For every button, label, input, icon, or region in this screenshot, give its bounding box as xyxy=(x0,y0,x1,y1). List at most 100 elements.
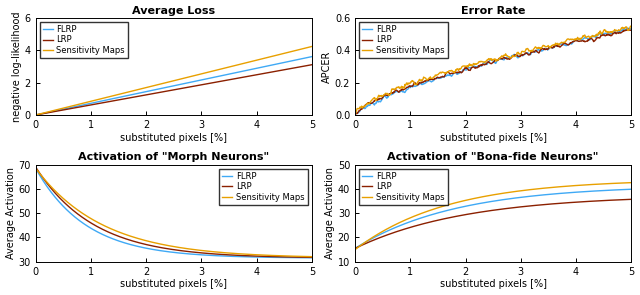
FLRP xyxy=(181,252,189,255)
X-axis label: substituted pixels [%]: substituted pixels [%] xyxy=(120,133,227,143)
Line: FLRP: FLRP xyxy=(355,189,631,248)
FLRP xyxy=(516,196,524,199)
FLRP xyxy=(351,112,359,116)
Sensitivity Maps xyxy=(301,255,309,258)
FLRP xyxy=(164,85,172,89)
Sensitivity Maps xyxy=(500,54,508,57)
Y-axis label: APCER: APCER xyxy=(322,50,332,83)
FLRP xyxy=(301,56,309,60)
Sensitivity Maps xyxy=(627,24,635,28)
Sensitivity Maps xyxy=(351,248,359,251)
Sensitivity Maps xyxy=(196,249,204,252)
Legend: FLRP, LRP, Sensitivity Maps: FLRP, LRP, Sensitivity Maps xyxy=(359,169,448,205)
LRP xyxy=(301,64,309,68)
FLRP xyxy=(578,190,586,194)
Y-axis label: negative log-likelihood: negative log-likelihood xyxy=(12,11,22,122)
LRP xyxy=(32,113,40,117)
FLRP xyxy=(578,38,586,42)
FLRP xyxy=(627,187,635,191)
LRP xyxy=(516,205,524,209)
FLRP xyxy=(484,61,492,65)
LRP xyxy=(627,198,635,201)
Sensitivity Maps xyxy=(484,194,492,198)
Sensitivity Maps xyxy=(621,26,628,30)
Sensitivity Maps xyxy=(578,37,586,40)
Line: Sensitivity Maps: Sensitivity Maps xyxy=(36,168,312,257)
Y-axis label: Average Activation: Average Activation xyxy=(325,167,335,259)
Title: Average Loss: Average Loss xyxy=(132,6,215,16)
Line: FLRP: FLRP xyxy=(36,57,312,115)
LRP xyxy=(621,198,628,201)
LRP xyxy=(301,255,309,259)
LRP xyxy=(351,247,359,250)
FLRP xyxy=(163,250,171,253)
LRP xyxy=(351,113,359,116)
Sensitivity Maps xyxy=(32,113,40,117)
LRP xyxy=(181,86,189,90)
LRP xyxy=(578,200,586,204)
FLRP xyxy=(627,27,635,31)
Sensitivity Maps xyxy=(627,181,635,184)
Legend: FLRP, LRP, Sensitivity Maps: FLRP, LRP, Sensitivity Maps xyxy=(219,169,308,205)
Title: Error Rate: Error Rate xyxy=(461,6,525,16)
Sensitivity Maps xyxy=(484,58,492,61)
FLRP xyxy=(181,82,189,85)
Line: Sensitivity Maps: Sensitivity Maps xyxy=(355,26,631,115)
FLRP xyxy=(258,255,266,259)
LRP xyxy=(627,29,635,32)
LRP xyxy=(308,63,316,66)
FLRP xyxy=(621,29,628,32)
LRP xyxy=(308,255,316,259)
FLRP xyxy=(516,54,524,58)
LRP xyxy=(181,249,189,253)
LRP xyxy=(578,39,586,43)
LRP xyxy=(164,247,172,251)
FLRP xyxy=(500,198,508,201)
LRP xyxy=(500,56,508,60)
LRP xyxy=(483,63,490,66)
Sensitivity Maps xyxy=(308,255,316,258)
LRP xyxy=(196,83,204,87)
Sensitivity Maps xyxy=(308,45,316,48)
LRP xyxy=(196,251,204,255)
LRP xyxy=(500,207,508,211)
Line: LRP: LRP xyxy=(36,167,312,257)
Legend: FLRP, LRP, Sensitivity Maps: FLRP, LRP, Sensitivity Maps xyxy=(359,22,448,58)
FLRP xyxy=(625,27,633,30)
FLRP xyxy=(308,256,316,260)
Sensitivity Maps xyxy=(164,80,172,84)
Sensitivity Maps xyxy=(516,52,524,56)
LRP xyxy=(483,209,490,213)
LRP xyxy=(258,72,266,76)
LRP xyxy=(163,89,171,93)
LRP xyxy=(32,165,40,169)
Sensitivity Maps xyxy=(32,166,40,170)
Sensitivity Maps xyxy=(621,181,628,185)
Sensitivity Maps xyxy=(483,194,490,198)
Sensitivity Maps xyxy=(196,73,204,76)
X-axis label: substituted pixels [%]: substituted pixels [%] xyxy=(440,279,547,289)
LRP xyxy=(625,27,632,31)
LRP xyxy=(516,55,524,58)
Sensitivity Maps xyxy=(181,247,189,250)
FLRP xyxy=(32,113,40,117)
Sensitivity Maps xyxy=(164,244,172,248)
Line: Sensitivity Maps: Sensitivity Maps xyxy=(355,183,631,250)
Y-axis label: Average Activation: Average Activation xyxy=(6,167,15,259)
FLRP xyxy=(483,62,490,65)
LRP xyxy=(163,247,171,250)
LRP xyxy=(164,89,172,93)
Sensitivity Maps xyxy=(163,81,171,84)
Sensitivity Maps xyxy=(301,46,309,50)
Sensitivity Maps xyxy=(351,113,359,117)
Line: FLRP: FLRP xyxy=(36,168,312,258)
FLRP xyxy=(163,86,171,89)
LRP xyxy=(484,209,492,213)
Sensitivity Maps xyxy=(163,244,171,247)
Sensitivity Maps xyxy=(258,253,266,257)
Title: Activation of "Morph Neurons": Activation of "Morph Neurons" xyxy=(78,152,269,162)
FLRP xyxy=(164,250,172,253)
LRP xyxy=(258,255,266,258)
Sensitivity Maps xyxy=(258,57,266,60)
FLRP xyxy=(308,55,316,58)
